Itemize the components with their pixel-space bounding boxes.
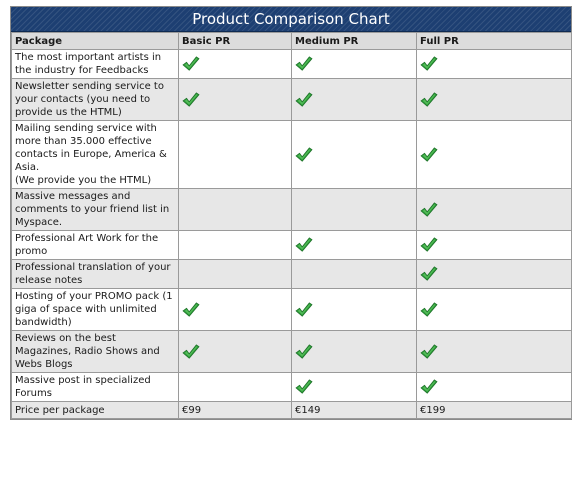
full-cell bbox=[416, 288, 572, 331]
checkmark-icon bbox=[182, 91, 200, 108]
full-cell bbox=[416, 78, 572, 121]
full-cell bbox=[416, 372, 572, 402]
checkmark-icon bbox=[295, 343, 313, 360]
medium-cell bbox=[291, 120, 417, 189]
column-header-full: Full PR bbox=[416, 32, 572, 50]
checkmark-icon bbox=[295, 301, 313, 318]
column-header-package: Package bbox=[11, 32, 179, 50]
table-row: Reviews on the best Magazines, Radio Sho… bbox=[11, 330, 572, 373]
feature-label: Newsletter sending service to your conta… bbox=[11, 78, 179, 121]
checkmark-icon bbox=[420, 237, 438, 253]
price-basic: €99 bbox=[178, 401, 292, 419]
feature-label: Professional Art Work for the promo bbox=[11, 230, 179, 260]
comparison-table: Package Basic PR Medium PR Full PR The m… bbox=[11, 32, 572, 419]
full-cell bbox=[416, 259, 572, 289]
checkmark-icon bbox=[420, 146, 438, 163]
basic-cell bbox=[178, 188, 292, 231]
checkmark-icon bbox=[420, 201, 438, 218]
table-row: Massive post in specialized Forums bbox=[11, 372, 572, 402]
checkmark-icon bbox=[295, 56, 313, 72]
feature-label: Reviews on the best Magazines, Radio Sho… bbox=[11, 330, 179, 373]
checkmark-icon bbox=[420, 379, 438, 395]
feature-label: Professional translation of your release… bbox=[11, 259, 179, 289]
table-row: Mailing sending service with more than 3… bbox=[11, 120, 572, 189]
medium-cell bbox=[291, 372, 417, 402]
checkmark-icon bbox=[182, 301, 200, 318]
full-cell bbox=[416, 330, 572, 373]
medium-cell bbox=[291, 49, 417, 79]
feature-label: Mailing sending service with more than 3… bbox=[11, 120, 179, 189]
price-label: Price per package bbox=[11, 401, 179, 419]
basic-cell bbox=[178, 372, 292, 402]
checkmark-icon bbox=[182, 343, 200, 360]
column-header-medium: Medium PR bbox=[291, 32, 417, 50]
full-cell bbox=[416, 188, 572, 231]
checkmark-icon bbox=[420, 301, 438, 318]
checkmark-icon bbox=[295, 379, 313, 395]
medium-cell bbox=[291, 78, 417, 121]
chart-title: Product Comparison Chart bbox=[11, 7, 571, 32]
feature-label: Massive post in specialized Forums bbox=[11, 372, 179, 402]
price-medium: €149 bbox=[291, 401, 417, 419]
checkmark-icon bbox=[420, 91, 438, 108]
checkmark-icon bbox=[295, 91, 313, 108]
checkmark-icon bbox=[295, 146, 313, 163]
feature-label: The most important artists in the indust… bbox=[11, 49, 179, 79]
table-row: Newsletter sending service to your conta… bbox=[11, 78, 572, 121]
checkmark-icon bbox=[420, 56, 438, 72]
full-cell bbox=[416, 49, 572, 79]
medium-cell bbox=[291, 259, 417, 289]
checkmark-icon bbox=[420, 343, 438, 360]
basic-cell bbox=[178, 49, 292, 79]
basic-cell bbox=[178, 288, 292, 331]
table-row: Hosting of your PROMO pack (1 giga of sp… bbox=[11, 288, 572, 331]
column-header-basic: Basic PR bbox=[178, 32, 292, 50]
checkmark-icon bbox=[295, 237, 313, 253]
product-comparison-chart: Product Comparison Chart Package Basic P… bbox=[10, 6, 572, 420]
medium-cell bbox=[291, 330, 417, 373]
medium-cell bbox=[291, 230, 417, 260]
basic-cell bbox=[178, 259, 292, 289]
full-cell bbox=[416, 230, 572, 260]
basic-cell bbox=[178, 78, 292, 121]
basic-cell bbox=[178, 230, 292, 260]
feature-label: Massive messages and comments to your fr… bbox=[11, 188, 179, 231]
medium-cell bbox=[291, 188, 417, 231]
header-row: Package Basic PR Medium PR Full PR bbox=[11, 32, 572, 50]
feature-label: Hosting of your PROMO pack (1 giga of sp… bbox=[11, 288, 179, 331]
basic-cell bbox=[178, 330, 292, 373]
medium-cell bbox=[291, 288, 417, 331]
table-row: Massive messages and comments to your fr… bbox=[11, 188, 572, 231]
price-row: Price per package €99 €149 €199 bbox=[11, 401, 572, 419]
table-row: Professional Art Work for the promo bbox=[11, 230, 572, 260]
basic-cell bbox=[178, 120, 292, 189]
price-full: €199 bbox=[416, 401, 572, 419]
full-cell bbox=[416, 120, 572, 189]
table-row: Professional translation of your release… bbox=[11, 259, 572, 289]
checkmark-icon bbox=[182, 56, 200, 72]
checkmark-icon bbox=[420, 266, 438, 282]
table-row: The most important artists in the indust… bbox=[11, 49, 572, 79]
